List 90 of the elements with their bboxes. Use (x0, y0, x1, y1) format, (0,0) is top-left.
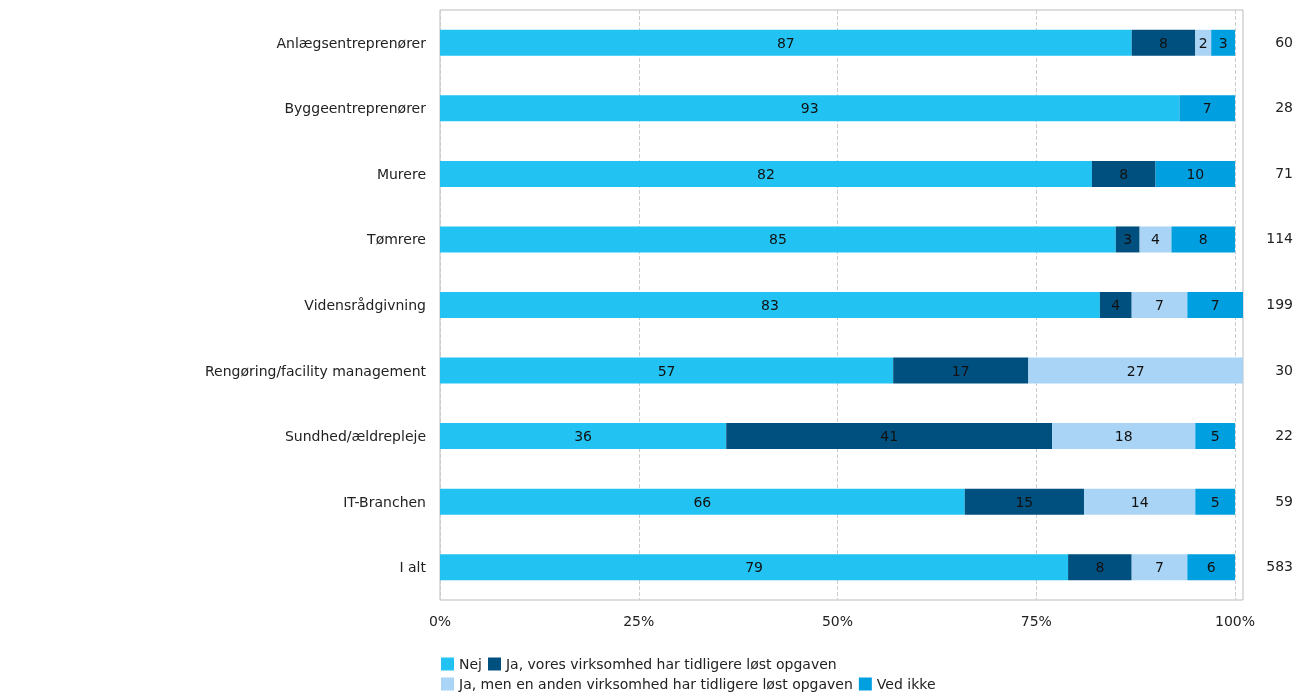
data-label: 8 (1119, 165, 1129, 182)
text: 71 (1275, 164, 1293, 181)
bar (1195, 423, 1236, 450)
data-label: 79 (745, 559, 763, 576)
data-label: 2 (1198, 34, 1208, 51)
bar (1131, 292, 1188, 318)
y-tick-label: Rengøring/facility management (204, 362, 427, 379)
bar (1139, 226, 1172, 253)
data-label: 7 (1202, 100, 1212, 117)
data-label: 4 (1111, 297, 1121, 313)
bar (440, 29, 1132, 56)
data-label: 3 (1218, 34, 1228, 51)
bar (440, 554, 1069, 581)
text: 30 (1275, 361, 1293, 378)
bar (1115, 226, 1140, 253)
bar (1187, 292, 1243, 318)
bar (1131, 554, 1188, 581)
data-label: 4 (1151, 231, 1161, 248)
bar (440, 357, 894, 384)
bar (1179, 95, 1236, 122)
data-label: 8 (1095, 559, 1105, 576)
data-label: 93 (800, 100, 819, 117)
bar (1099, 292, 1132, 318)
y-tick-label: Sundhed/ældrepleje (284, 428, 426, 445)
x-tick-label: 75% (1020, 613, 1052, 629)
y-tick-label: Tømrere (366, 231, 426, 248)
y-tick-label: I alt (399, 559, 427, 576)
data-label: 6 (1206, 559, 1216, 576)
x-tick-label: 50% (821, 613, 854, 629)
x-tick-label: 0% (428, 613, 452, 629)
x-tick-label: 100% (1215, 613, 1256, 629)
data-label: 66 (693, 493, 712, 510)
y-tick-label: Byggeentreprenører (284, 100, 427, 117)
bar (1187, 554, 1236, 581)
bar (893, 357, 1029, 384)
legend-label: Ja, vores virksomhed har tidligere løst opgaven (504, 656, 837, 672)
data-label: 18 (1114, 428, 1133, 445)
text: 59 (1275, 492, 1293, 509)
data-label: 8 (1198, 231, 1208, 248)
data-label: 27 (1126, 362, 1145, 379)
bar (440, 488, 965, 515)
text: 60 (1275, 33, 1293, 50)
bar (1131, 29, 1196, 56)
data-label: 8 (1159, 34, 1168, 51)
data-label: 7 (1155, 297, 1164, 313)
data-label: 15 (1015, 493, 1034, 510)
text: 114 (1266, 230, 1294, 247)
data-label: 5 (1210, 493, 1220, 510)
data-label: 85 (768, 231, 787, 248)
bar (440, 226, 1116, 253)
data-label: 7 (1155, 559, 1164, 576)
bar (964, 488, 1084, 515)
data-label: 17 (951, 362, 970, 379)
data-label: 87 (776, 34, 795, 51)
bar (1028, 357, 1243, 384)
data-label: 14 (1130, 493, 1149, 510)
legend-label: Ved ikke (876, 676, 936, 692)
x-tick-label: 25% (623, 613, 655, 629)
bar (1171, 226, 1236, 253)
data-label: 83 (761, 297, 779, 313)
y-tick-label: Murere (376, 165, 426, 182)
bar (1068, 554, 1132, 581)
bar (1091, 160, 1156, 187)
text: 583 (1266, 558, 1293, 575)
data-label: 57 (657, 362, 676, 379)
bar (1052, 423, 1196, 450)
data-label: 36 (574, 428, 593, 445)
data-label: 82 (757, 165, 775, 182)
text: 22 (1275, 427, 1293, 444)
bar (1195, 488, 1236, 515)
data-label: 3 (1123, 231, 1133, 248)
bar (440, 160, 1092, 187)
y-tick-label: Anlægsentreprenører (276, 34, 427, 51)
legend-label: Nej (459, 656, 482, 672)
bar (440, 292, 1100, 318)
data-label: 10 (1186, 165, 1205, 182)
data-label: 5 (1210, 428, 1220, 445)
text: 199 (1266, 296, 1293, 312)
y-tick-label: IT-Branchen (343, 493, 426, 510)
legend-label: Ja, men en anden virksomhed har tidligere løst opgaven (458, 676, 853, 692)
bar (1083, 488, 1196, 515)
bar (726, 423, 1053, 450)
bar (440, 95, 1180, 122)
data-label: 41 (880, 428, 899, 445)
y-tick-label: Vidensrådgivning (304, 297, 426, 313)
bar (440, 423, 727, 450)
data-label: 7 (1210, 297, 1220, 313)
text: 28 (1275, 99, 1293, 116)
bar (1211, 29, 1236, 56)
bar (1155, 160, 1236, 187)
